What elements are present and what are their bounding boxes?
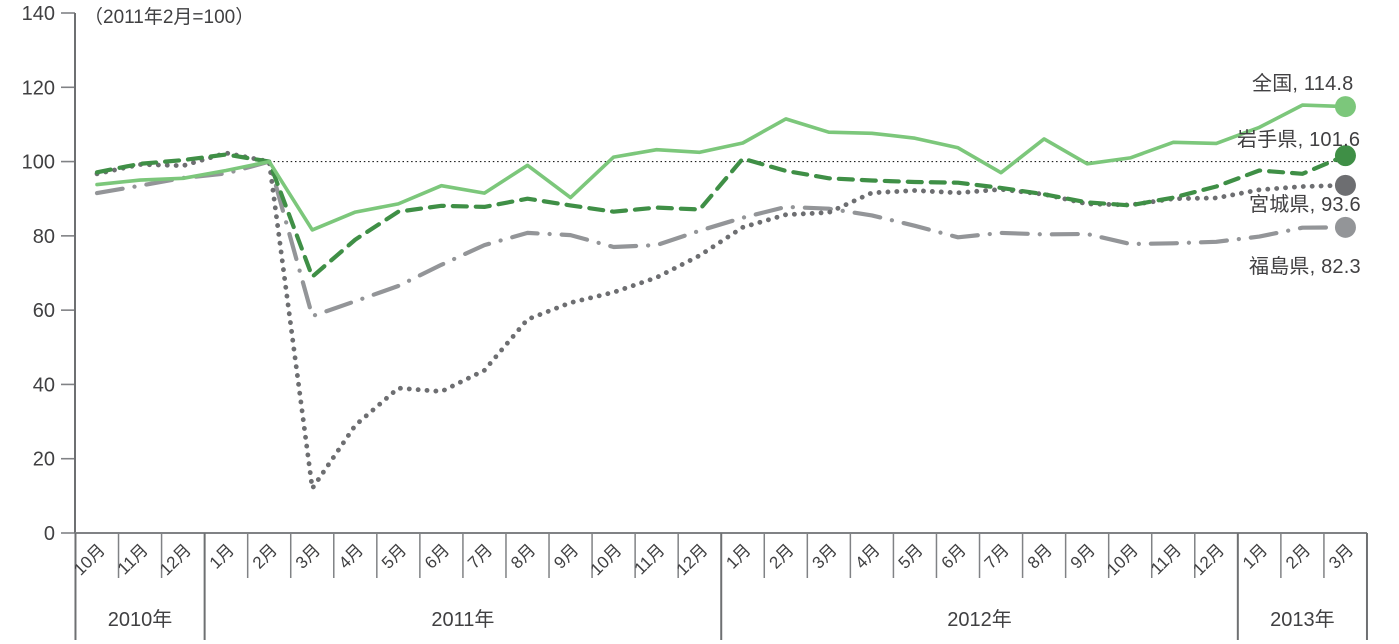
x-axis-month-label: 5月 [895,540,927,572]
series-end-marker-miyagi [1334,174,1356,196]
x-axis-year-label: 2010年 [108,608,173,631]
x-axis-month-label: 9月 [550,540,582,572]
y-axis-tick-label: 140 [22,3,55,25]
x-axis-month-label: 2月 [249,540,281,572]
x-axis-month-label: 4月 [852,540,884,572]
x-axis-month-label: 7月 [981,540,1013,572]
series-line-fukushima [94,159,1348,319]
y-axis-tick-label: 40 [33,374,55,396]
series-end-label-fukushima: 福島県, 82.3 [1249,256,1361,278]
series-end-label-iwate: 岩手県, 101.6 [1237,129,1361,151]
y-axis-tick-label: 20 [33,449,55,471]
x-axis-month-label: 6月 [938,540,970,572]
series-end-label-zenkoku: 全国, 114.8 [1252,73,1354,95]
y-axis-tick-label: 60 [33,300,55,322]
x-axis-year-label: 2012年 [947,608,1012,631]
x-axis-month-label: 8月 [507,540,539,572]
x-axis-month-label: 1月 [206,540,238,572]
x-axis-month-label: 3月 [292,540,324,572]
x-axis-month-label: 2月 [765,540,797,572]
series-end-marker-zenkoku [1334,96,1356,118]
x-axis-month-label: 11月 [631,540,669,578]
x-axis-month-label: 4月 [335,540,367,572]
series-end-label-miyagi: 宮城県, 93.6 [1249,194,1361,216]
y-axis-tick-label: 80 [33,226,55,248]
y-axis-tick-label: 120 [22,77,55,99]
x-axis-month-label: 9月 [1067,540,1099,572]
x-axis-year-label: 2013年 [1270,608,1335,631]
x-axis-month-label: 8月 [1024,540,1056,572]
x-axis-year-label: 2011年 [431,608,494,631]
x-axis-month-label: 1月 [722,540,754,572]
series-end-marker-iwate [1334,145,1356,167]
series-line-zenkoku [95,103,1348,232]
x-axis-month-label: 11月 [114,540,152,578]
x-axis-month-label: 11月 [1147,540,1185,578]
x-axis-month-label: 2月 [1282,540,1314,572]
x-axis-month-label: 5月 [378,540,410,572]
series-line-iwate [94,152,1348,279]
x-axis-month-label: 6月 [421,540,453,572]
x-axis-month-label: 3月 [809,540,841,572]
x-axis-month-label: 1月 [1239,540,1271,572]
series-end-marker-fukushima [1334,216,1356,238]
x-axis-month-label: 7月 [464,540,496,572]
y-axis-tick-label: 100 [22,152,55,174]
y-axis-tick-label: 0 [44,523,55,545]
index-base-note: （2011年2月=100） [84,7,255,28]
x-axis-month-label: 3月 [1325,540,1357,572]
